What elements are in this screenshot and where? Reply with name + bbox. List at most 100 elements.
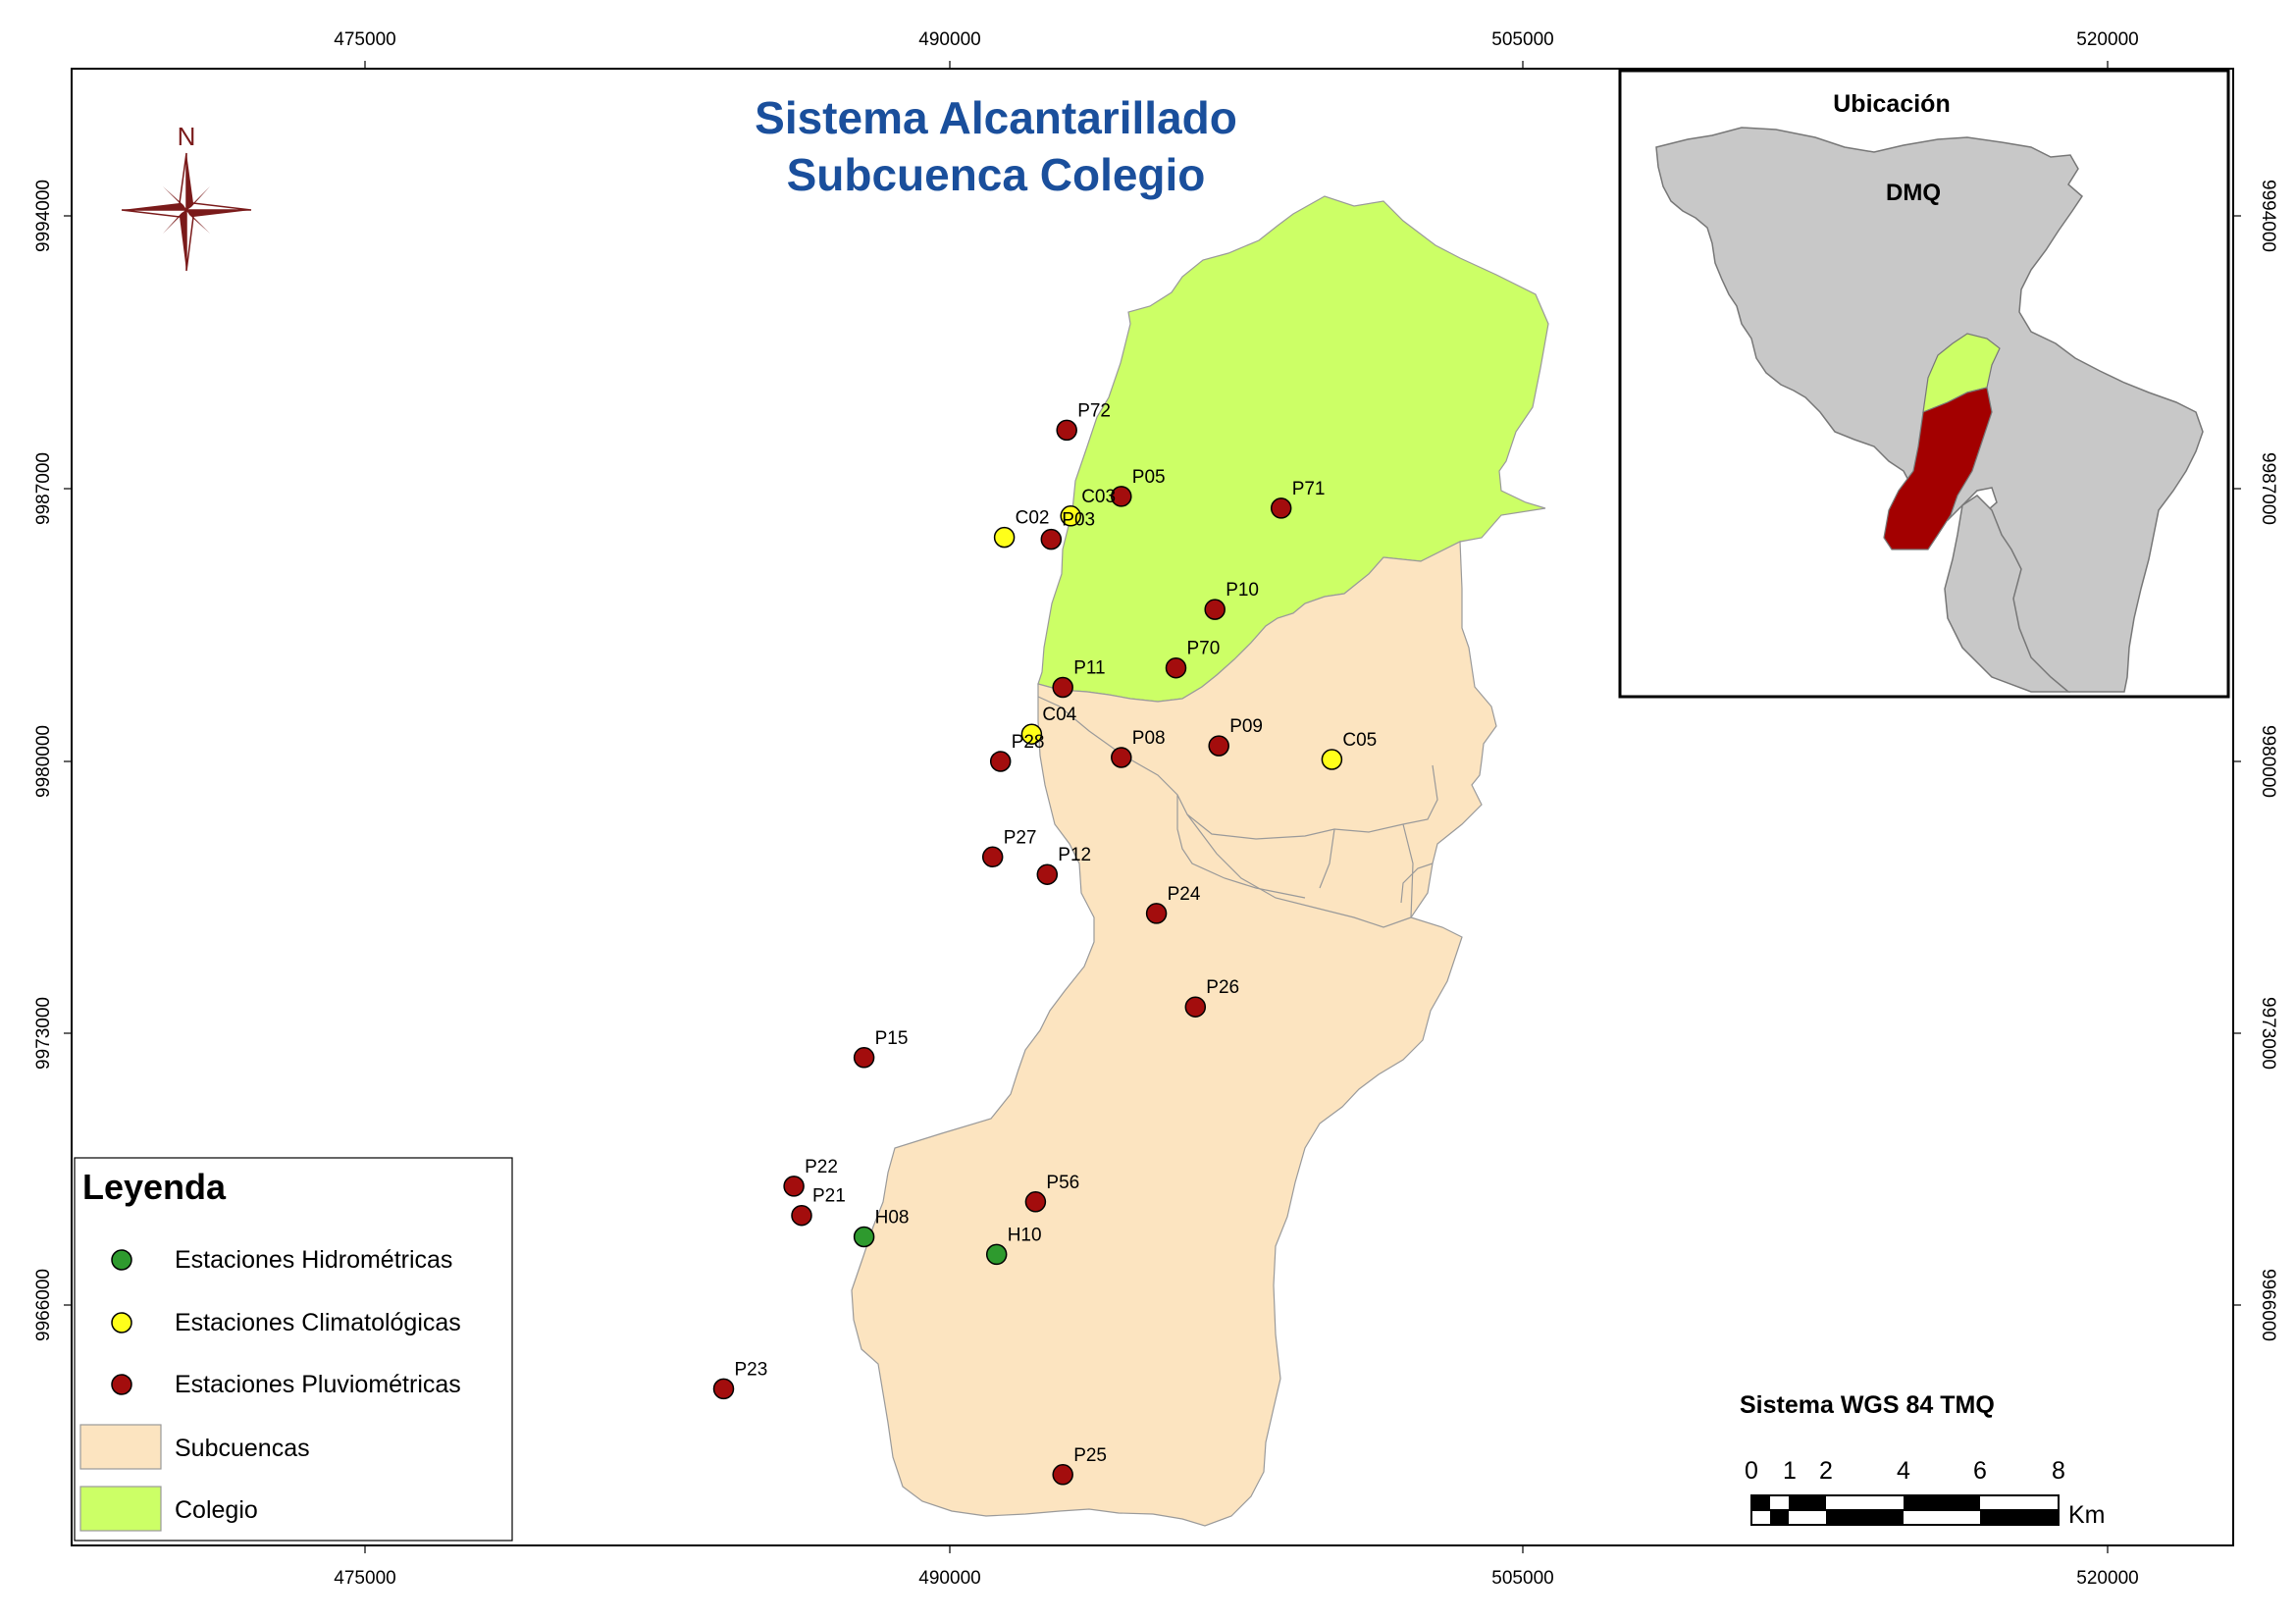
station-marker xyxy=(1184,996,1207,1018)
station-marker xyxy=(853,1047,875,1069)
legend-label-subcuencas: Subcuencas xyxy=(175,1435,310,1462)
scale-label: 2 xyxy=(1819,1457,1833,1485)
y-tick-label: 9973000 xyxy=(2258,997,2278,1070)
subbasin-boundaries xyxy=(1037,696,1438,928)
station-marker xyxy=(853,1226,875,1248)
station-marker xyxy=(993,526,1016,549)
scale-bar: 0 1 2 4 6 8 Km xyxy=(1745,1457,2105,1529)
y-tick-label: 9980000 xyxy=(33,725,54,798)
station-label: C04 xyxy=(1042,705,1076,725)
station-label: P28 xyxy=(1012,732,1045,753)
station-c04: C04 xyxy=(1020,705,1077,745)
station-label: P22 xyxy=(805,1157,838,1177)
scale-label: 0 xyxy=(1745,1457,1758,1485)
station-label: P21 xyxy=(812,1186,846,1207)
inset-title: Ubicación xyxy=(1833,90,1950,118)
station-label: P08 xyxy=(1132,728,1166,749)
station-marker xyxy=(1204,599,1226,620)
station-label: P56 xyxy=(1046,1173,1079,1193)
station-label: H08 xyxy=(875,1208,910,1229)
station-marker xyxy=(1208,735,1229,757)
x-tick-label: 475000 xyxy=(334,29,395,50)
x-tick-label: 490000 xyxy=(918,1568,980,1589)
y-tick-label: 9966000 xyxy=(33,1269,54,1341)
station-p09: P09 xyxy=(1208,716,1263,757)
north-label: N xyxy=(178,122,196,151)
dmq-south-extension xyxy=(1944,495,2071,693)
north-arrow-icon: N xyxy=(121,122,252,272)
station-p24: P24 xyxy=(1145,884,1201,924)
station-p25: P25 xyxy=(1052,1445,1107,1486)
station-marker xyxy=(1024,1191,1047,1213)
x-tick-label: 520000 xyxy=(2076,29,2138,50)
y-axis-left-labels: 9994000 9987000 9980000 9973000 9966000 xyxy=(33,180,54,1341)
y-tick-label: 9973000 xyxy=(33,997,54,1070)
station-marker xyxy=(989,751,1012,772)
stations-layer: P72 P05 C03 C02 P03 P71 P10 P70 P11 C04 P28 P08 P09 C… xyxy=(712,400,1377,1486)
station-label: C03 xyxy=(1081,487,1116,507)
station-p10: P10 xyxy=(1204,580,1259,620)
station-marker xyxy=(1060,505,1081,527)
x-tick-label: 505000 xyxy=(1491,29,1553,50)
station-label: P24 xyxy=(1168,884,1201,905)
x-tick-label: 490000 xyxy=(918,29,980,50)
legend-label-colegio: Colegio xyxy=(175,1496,258,1524)
y-tick-label: 9994000 xyxy=(33,180,54,252)
inset-region-label: DMQ xyxy=(1886,180,1941,206)
station-label: P03 xyxy=(1062,510,1095,531)
station-marker xyxy=(712,1378,735,1400)
map-title-line2: Subcuenca Colegio xyxy=(787,149,1206,200)
scale-unit: Km xyxy=(2068,1501,2106,1529)
x-tick-label: 520000 xyxy=(2076,1568,2138,1589)
legend-title: Leyenda xyxy=(82,1167,227,1207)
station-marker xyxy=(1165,656,1187,679)
station-label: P23 xyxy=(735,1359,768,1380)
station-label: P12 xyxy=(1058,845,1091,865)
x-tick-label: 475000 xyxy=(334,1568,395,1589)
y-tick-label: 9966000 xyxy=(2258,1269,2278,1341)
station-label: P05 xyxy=(1132,467,1166,488)
station-label: P71 xyxy=(1292,479,1326,499)
station-p11: P11 xyxy=(1052,658,1106,699)
station-p71: P71 xyxy=(1270,479,1326,519)
legend-frame xyxy=(74,1157,513,1542)
station-label: P70 xyxy=(1187,639,1221,659)
station-p21: P21 xyxy=(791,1186,846,1227)
station-h10: H10 xyxy=(985,1225,1042,1266)
grid-ticks xyxy=(64,61,2241,1553)
legend-colegio-swatch xyxy=(79,1486,162,1532)
station-p72: P72 xyxy=(1056,400,1111,442)
station-marker xyxy=(1040,528,1063,550)
station-label: P27 xyxy=(1004,827,1037,848)
station-marker xyxy=(1270,497,1292,519)
station-marker xyxy=(1052,1464,1073,1486)
legend-hidro-symbol xyxy=(111,1249,132,1271)
station-p26: P26 xyxy=(1184,977,1239,1018)
station-p23: P23 xyxy=(712,1359,768,1400)
map-title-line1: Sistema Alcantarillado xyxy=(755,92,1237,143)
station-marker xyxy=(1036,863,1059,885)
station-c03: C03 xyxy=(1060,487,1116,527)
station-label: P09 xyxy=(1229,716,1263,737)
station-p22: P22 xyxy=(783,1157,838,1197)
station-label: P10 xyxy=(1226,580,1259,601)
scale-label: 4 xyxy=(1897,1457,1910,1485)
station-marker xyxy=(985,1243,1008,1266)
station-h08: H08 xyxy=(853,1208,910,1248)
legend-label-hidro: Estaciones Hidrométricas xyxy=(175,1246,452,1274)
y-axis-right-labels: 9994000 9987000 9980000 9973000 9966000 xyxy=(2258,180,2278,1341)
station-marker xyxy=(1111,486,1132,507)
station-marker xyxy=(1052,676,1073,699)
station-marker xyxy=(791,1204,812,1227)
station-p56: P56 xyxy=(1024,1173,1079,1213)
station-p05: P05 xyxy=(1111,467,1166,507)
x-axis-bottom-labels: 475000 490000 505000 520000 xyxy=(334,1568,2138,1589)
station-label: P72 xyxy=(1077,400,1111,421)
station-marker xyxy=(981,846,1004,868)
station-marker xyxy=(1321,749,1343,770)
station-p15: P15 xyxy=(853,1028,908,1069)
y-tick-label: 9994000 xyxy=(2258,180,2278,252)
station-label: P25 xyxy=(1073,1445,1107,1466)
station-c05: C05 xyxy=(1321,730,1377,770)
station-label: H10 xyxy=(1008,1225,1042,1245)
